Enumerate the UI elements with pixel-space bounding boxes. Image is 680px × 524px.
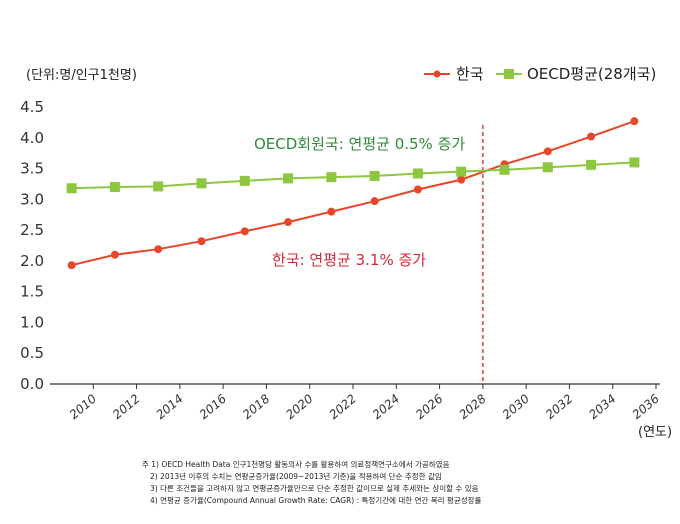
footnote-2: 2) 2013년 이후의 수치는 연평균증가율(2009~2013년 기준)을 … — [150, 472, 442, 481]
data-point-0 — [630, 117, 639, 126]
legend-marker-oecd — [504, 69, 514, 79]
x-tick-label: 2032 — [543, 392, 575, 422]
data-point-0 — [110, 250, 119, 259]
data-point-0 — [154, 245, 163, 254]
x-tick-label: 2022 — [327, 392, 359, 422]
legend-marker-korea — [433, 70, 441, 78]
data-point-0 — [587, 132, 596, 141]
footnotes: 주 1) OECD Health Data 인구1천명당 활동의사 수를 활용하… — [142, 459, 662, 507]
y-tick-label: 0.0 — [20, 375, 44, 393]
data-point-1 — [239, 175, 250, 186]
y-tick-label: 3.5 — [20, 160, 44, 178]
annotation-korea: 한국: 연평균 3.1% 증가 — [272, 251, 426, 269]
footnote-4: 4) 연평균 증가율(Compound Annual Growth Rate: … — [150, 496, 482, 505]
data-point-0 — [197, 237, 206, 246]
x-tick-label: 2026 — [413, 391, 446, 422]
x-tick-label: 2012 — [110, 392, 142, 422]
data-point-1 — [629, 157, 640, 168]
data-point-1 — [326, 172, 337, 183]
data-point-1 — [586, 159, 597, 170]
x-tick-label: 2018 — [240, 391, 273, 422]
data-point-1 — [412, 168, 423, 179]
x-unit-label: (연도) — [638, 425, 672, 440]
data-point-1 — [542, 162, 553, 173]
data-point-0 — [543, 147, 552, 156]
x-tick-label: 2010 — [67, 391, 100, 422]
data-point-1 — [153, 181, 164, 192]
series-layer — [66, 117, 640, 270]
y-tick-label: 4.0 — [20, 129, 44, 147]
data-point-1 — [66, 183, 77, 194]
y-ticks: 0.0 0.5 1.0 1.5 2.0 2.5 3.0 3.5 4.0 4.5 — [20, 98, 44, 393]
data-point-0 — [327, 207, 336, 216]
chart: (단위:명/인구1천명) 한국 OECD평균(28개국) 0.0 0.5 1.0 1.… — [20, 65, 672, 440]
x-tick-label: 2030 — [500, 391, 533, 422]
x-tick-label: 2020 — [283, 391, 316, 422]
y-tick-label: 1.5 — [20, 283, 44, 301]
data-point-1 — [499, 164, 510, 175]
footnote-1: 주 1) OECD Health Data 인구1천명당 활동의사 수를 활용하… — [142, 460, 450, 469]
legend-label-oecd: OECD평균(28개국) — [527, 65, 656, 83]
x-tick-label: 2016 — [197, 391, 230, 422]
series-line-1 — [71, 161, 635, 190]
data-point-1 — [283, 173, 294, 184]
data-point-0 — [67, 261, 76, 270]
data-point-0 — [457, 175, 466, 184]
data-point-0 — [413, 185, 422, 194]
unit-label: (단위:명/인구1천명) — [26, 68, 137, 83]
data-point-1 — [369, 170, 380, 181]
data-point-0 — [284, 218, 293, 227]
y-tick-label: 2.0 — [20, 252, 44, 270]
x-tick-label: 2024 — [370, 392, 402, 422]
data-point-1 — [109, 182, 120, 193]
y-tick-label: 0.5 — [20, 344, 44, 362]
x-tick-label: 2014 — [153, 392, 185, 422]
data-point-1 — [456, 166, 467, 177]
footnote-3: 3) 다른 조건들을 고려하지 않고 연평균증가율만으로 단순 추정한 값이므로… — [150, 484, 479, 493]
x-tick-label: 2034 — [586, 392, 618, 422]
y-tick-label: 1.0 — [20, 313, 44, 331]
x-tick-label: 2028 — [456, 391, 489, 422]
legend-label-korea: 한국 — [456, 65, 484, 83]
x-ticks: 2010 2012 2014 2016 2018 2020 2022 2024 2026 2028… — [67, 384, 662, 422]
legend: 한국 OECD평균(28개국) — [424, 65, 656, 83]
series-line-0 — [71, 120, 635, 267]
annotation-oecd: OECD회원국: 연평균 0.5% 증가 — [254, 135, 465, 153]
y-tick-label: 2.5 — [20, 221, 44, 239]
data-point-0 — [370, 197, 379, 206]
y-tick-label: 4.5 — [20, 98, 44, 116]
x-tick-label: 2036 — [630, 391, 663, 422]
data-point-0 — [240, 227, 249, 236]
data-point-1 — [196, 178, 207, 189]
y-tick-label: 3.0 — [20, 190, 44, 208]
